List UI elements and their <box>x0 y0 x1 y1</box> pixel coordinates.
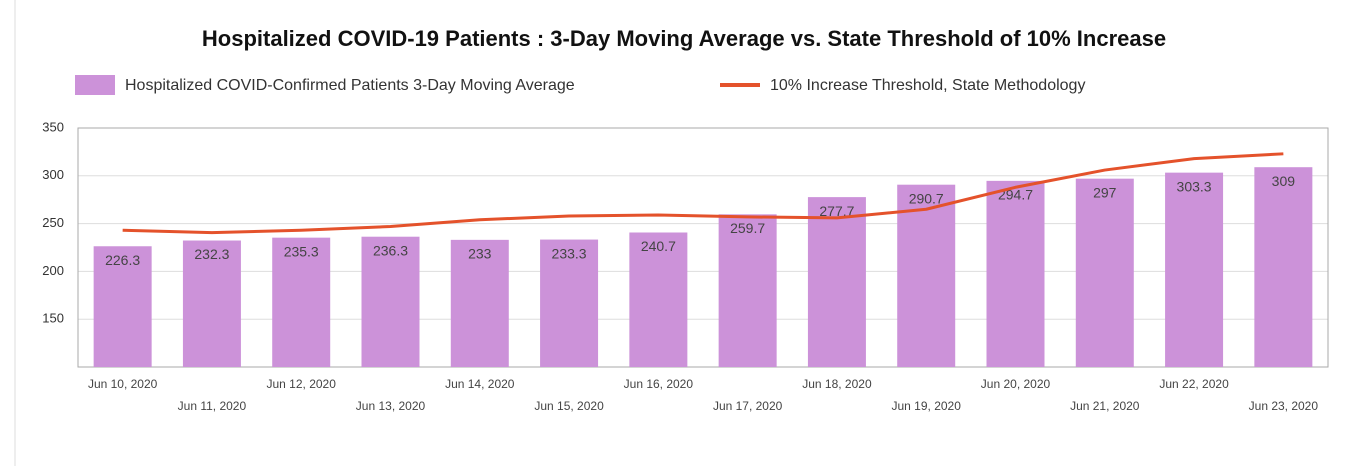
y-tick-label: 200 <box>42 263 64 278</box>
bar <box>897 184 956 367</box>
value-label: 233.3 <box>552 245 587 261</box>
x-tick-label: Jun 21, 2020 <box>1070 399 1140 413</box>
bar <box>361 236 420 367</box>
x-tick-label: Jun 14, 2020 <box>445 377 515 391</box>
bar <box>1254 167 1313 367</box>
plot-frame <box>77 127 1329 368</box>
legend-label: Hospitalized COVID-Confirmed Patients 3-… <box>125 77 575 94</box>
value-label: 236.3 <box>373 242 408 258</box>
value-label: 226.3 <box>105 252 140 268</box>
x-tick-label: Jun 10, 2020 <box>88 377 158 391</box>
y-tick-label: 350 <box>42 119 64 134</box>
value-label: 309 <box>1272 173 1296 189</box>
bar <box>540 239 599 367</box>
y-tick-label: 150 <box>42 311 64 326</box>
x-tick-label: Jun 13, 2020 <box>356 399 426 413</box>
bar <box>629 232 688 367</box>
y-tick-label: 250 <box>42 215 64 230</box>
x-tick-label: Jun 17, 2020 <box>713 399 783 413</box>
legend-swatch <box>75 75 115 95</box>
value-label: 297 <box>1093 184 1117 200</box>
bar <box>1075 178 1134 367</box>
value-label: 303.3 <box>1177 178 1212 194</box>
bar <box>450 239 509 367</box>
x-tick-label: Jun 12, 2020 <box>267 377 337 391</box>
bar <box>718 214 777 367</box>
bar <box>93 246 152 367</box>
bar <box>182 240 241 367</box>
x-tick-label: Jun 22, 2020 <box>1159 377 1229 391</box>
bar <box>272 237 331 367</box>
value-label: 290.7 <box>909 190 944 206</box>
x-tick-label: Jun 15, 2020 <box>534 399 604 413</box>
value-label: 259.7 <box>730 220 765 236</box>
y-tick-label: 300 <box>42 167 64 182</box>
bar <box>986 180 1045 367</box>
legend-label: 10% Increase Threshold, State Methodolog… <box>770 77 1085 94</box>
threshold-line <box>122 152 1284 235</box>
value-label: 233 <box>468 246 492 262</box>
value-label: 277.7 <box>819 203 854 219</box>
x-tick-label: Jun 11, 2020 <box>178 399 247 413</box>
bar <box>807 197 866 367</box>
x-tick-label: Jun 23, 2020 <box>1249 399 1319 413</box>
value-label: 240.7 <box>641 238 676 254</box>
value-label: 235.3 <box>284 243 319 259</box>
value-label: 232.3 <box>194 246 229 262</box>
x-tick-label: Jun 19, 2020 <box>892 399 962 413</box>
bar <box>1165 172 1224 367</box>
chart-title: Hospitalized COVID-19 Patients : 3-Day M… <box>202 26 1166 51</box>
x-tick-label: Jun 18, 2020 <box>802 377 872 391</box>
x-tick-label: Jun 20, 2020 <box>981 377 1051 391</box>
card-border <box>14 0 16 466</box>
x-tick-label: Jun 16, 2020 <box>624 377 694 391</box>
